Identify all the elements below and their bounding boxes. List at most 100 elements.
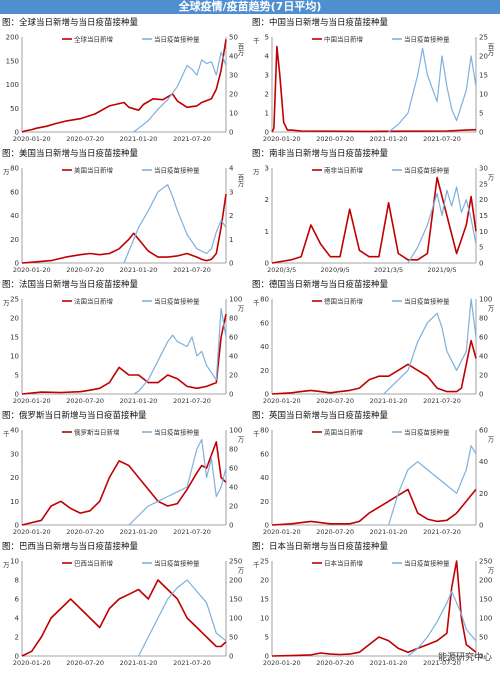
- y-tick-label: 0: [265, 653, 269, 661]
- y2-tick-label: 100: [229, 427, 242, 435]
- y-unit-label: 千: [253, 36, 260, 45]
- x-tick-label: 2020-01-20: [263, 659, 301, 667]
- y-tick-label: 100: [6, 81, 19, 89]
- series-line-cases: [271, 560, 477, 657]
- y2-tick-label: 0: [229, 522, 233, 530]
- series-line-cases: [21, 39, 227, 133]
- y-tick-label: 10: [10, 558, 19, 566]
- y2-tick-label: 150: [229, 596, 242, 604]
- x-tick-label: 2020-07-20: [316, 135, 354, 143]
- y2-tick-label: 200: [229, 577, 242, 585]
- series-line-cases: [271, 488, 477, 526]
- y-unit-label: 万: [3, 168, 10, 176]
- y2-tick-label: 0: [479, 522, 483, 530]
- x-tick-label: 2020-07-20: [316, 397, 354, 405]
- x-tick-label: 2021-07-20: [423, 528, 461, 536]
- x-tick-label: 2021/9/5: [427, 266, 456, 274]
- series-line-cases: [271, 339, 477, 395]
- y-tick-label: 5: [265, 34, 269, 42]
- y2-tick-label: 100: [229, 615, 242, 623]
- x-tick-label: 2021-01-20: [120, 135, 158, 143]
- legend-label: 当日疫苗接种量: [404, 428, 450, 437]
- x-tick-label: 2021-07-20: [173, 266, 211, 274]
- x-tick-label: 2020-07-20: [66, 528, 104, 536]
- y-tick-label: 5: [265, 634, 269, 642]
- y2-unit-label: 万: [486, 567, 494, 575]
- series-line-vaccine: [383, 298, 477, 395]
- page-title: 全球疫情/疫苗趋势(7日平均): [0, 0, 500, 14]
- y-tick-label: 80: [260, 296, 269, 304]
- x-tick-label: 2020-07-20: [316, 528, 354, 536]
- y2-tick-label: 20: [229, 91, 238, 99]
- series-line-vaccine: [388, 47, 477, 133]
- y-tick-label: 4: [15, 615, 20, 623]
- x-tick-label: 2021-01-20: [120, 397, 158, 405]
- watermark: 能源研究中心: [437, 653, 492, 663]
- x-tick-label: 2021-07-20: [423, 397, 461, 405]
- y-tick-label: 60: [260, 450, 269, 458]
- legend-label: 当日疫苗接种量: [404, 559, 450, 568]
- y-unit-label: 千: [253, 560, 260, 569]
- y2-unit-label: 百万: [486, 43, 494, 58]
- y2-tick-label: 15: [479, 212, 488, 220]
- y2-tick-label: 0: [229, 391, 233, 399]
- chart-title: 图：巴西当日新增与当日疫苗接种量: [2, 542, 139, 552]
- legend-label: 当日疫苗接种量: [154, 559, 200, 568]
- y-tick-label: 40: [10, 427, 19, 435]
- x-tick-label: 2020-01-20: [263, 135, 301, 143]
- y-tick-label: 20: [10, 236, 19, 244]
- y-tick-label: 0: [15, 522, 19, 530]
- y2-tick-label: 20: [479, 53, 488, 61]
- y-tick-label: 20: [10, 315, 19, 323]
- y-tick-label: 2: [15, 634, 19, 642]
- y-tick-label: 1: [265, 110, 269, 118]
- legend-label: 美国当日新增: [74, 166, 113, 175]
- y2-tick-label: 5: [479, 110, 483, 118]
- legend-label: 当日疫苗接种量: [154, 166, 200, 175]
- legend-label: 当日疫苗接种量: [154, 297, 200, 306]
- x-tick-label: 2020-01-20: [13, 659, 51, 667]
- x-tick-label: 2020-01-20: [263, 528, 301, 536]
- y-tick-label: 0: [265, 522, 269, 530]
- y2-tick-label: 4: [229, 165, 234, 173]
- y2-tick-label: 0: [229, 260, 233, 268]
- y2-tick-label: 40: [229, 484, 238, 492]
- y2-tick-label: 250: [229, 558, 242, 566]
- y2-tick-label: 30: [479, 165, 488, 173]
- series-line-vaccine: [407, 186, 477, 264]
- legend-label: 巴西当日新增: [74, 559, 113, 568]
- y-tick-label: 0: [265, 391, 269, 399]
- y-tick-label: 20: [260, 367, 269, 375]
- y2-tick-label: 100: [229, 296, 242, 304]
- x-tick-label: 2020-01-20: [13, 135, 51, 143]
- y2-tick-label: 0: [479, 653, 483, 661]
- series-line-vaccine: [407, 590, 477, 657]
- y-tick-label: 0: [15, 391, 19, 399]
- y-tick-label: 60: [260, 319, 269, 327]
- x-tick-label: 2021-01-20: [370, 659, 408, 667]
- legend-label: 英国当日新增: [324, 428, 363, 437]
- x-tick-label: 2020-01-20: [13, 528, 51, 536]
- x-tick-label: 2021-07-20: [423, 659, 461, 667]
- x-tick-label: 2020-07-20: [66, 266, 104, 274]
- series-line-cases: [21, 193, 227, 264]
- series-line-cases: [271, 45, 477, 133]
- series-line-vaccine: [128, 438, 227, 526]
- y2-tick-label: 200: [479, 577, 492, 585]
- y2-tick-label: 0: [479, 129, 483, 137]
- y2-tick-label: 80: [229, 315, 238, 323]
- chart-title: 图：全球当日新增与当日疫苗接种量: [2, 18, 139, 28]
- y2-tick-label: 50: [229, 634, 238, 642]
- chart-panel-7: 图：英国当日新增与当日疫苗接种量 0 20 40 60 80 0 20 40 60 千万 2020-0…: [250, 408, 498, 537]
- x-tick-label: 2021-01-20: [370, 397, 408, 405]
- y2-unit-label: 万: [486, 305, 494, 313]
- y2-unit-label: 万: [236, 436, 244, 444]
- y-tick-label: 25: [10, 296, 19, 304]
- chart-panel-8: 图：巴西当日新增与当日疫苗接种量 0 2 4 6 8 10 0 50 100 150 200 250 万万…: [0, 539, 248, 668]
- y-unit-label: 千: [253, 298, 260, 307]
- y-tick-label: 40: [10, 212, 19, 220]
- chart-svg: 0 20 40 60 80 0 1 2 3 4 万百万 2020-01-20 2020-07-20 202…: [3, 165, 244, 275]
